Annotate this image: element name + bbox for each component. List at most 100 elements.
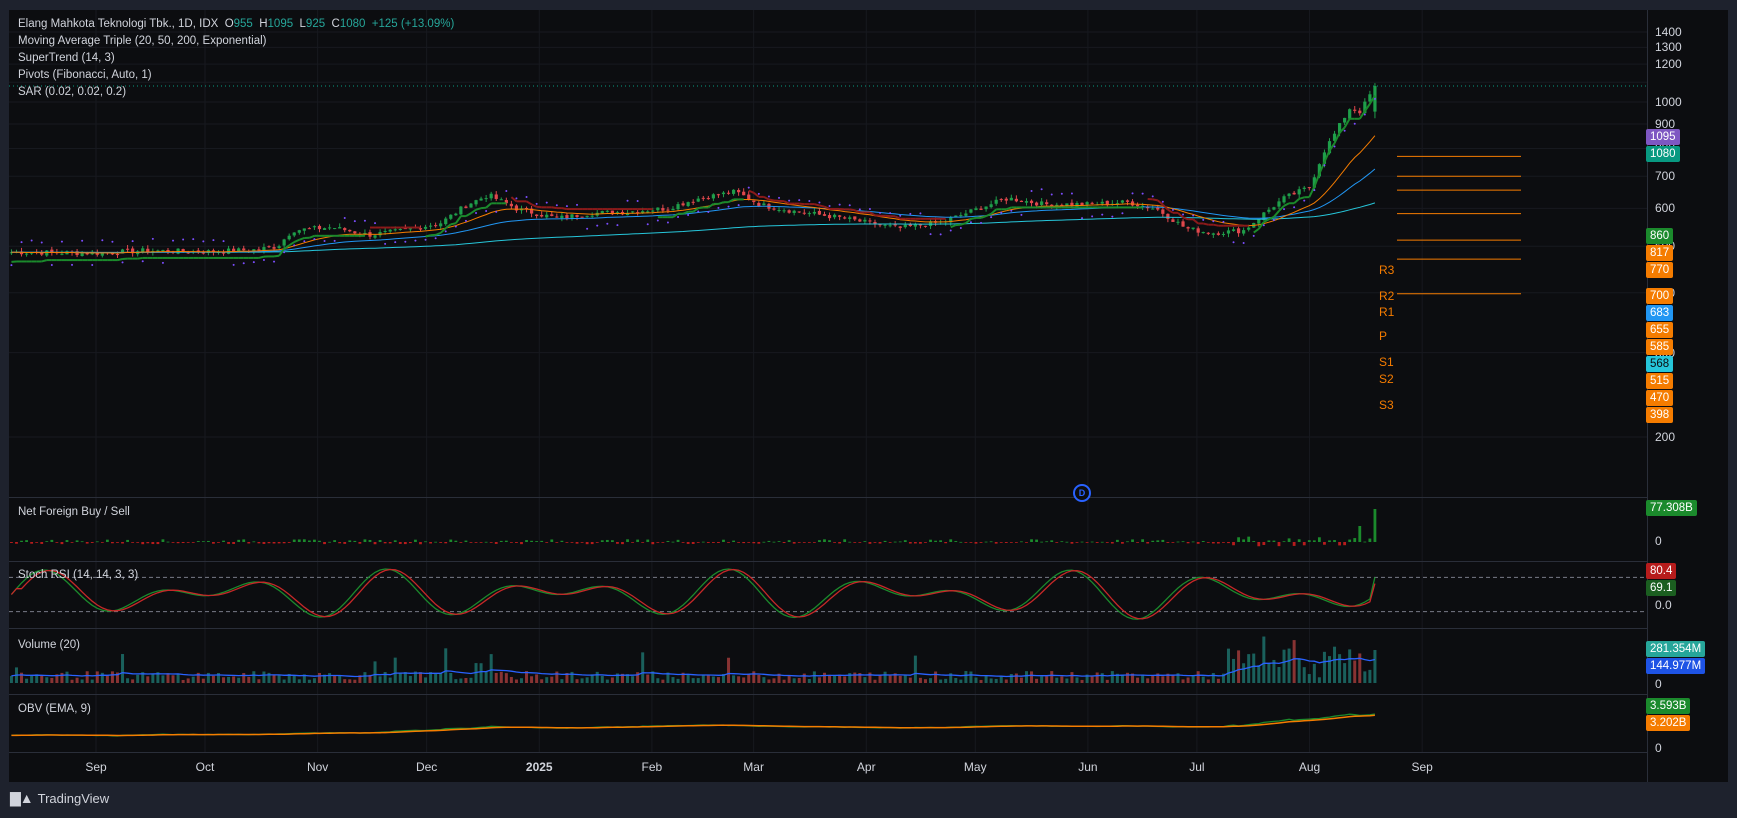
supertrend-segment xyxy=(1308,186,1316,198)
candle-body xyxy=(984,206,988,210)
foreign-flow-bar xyxy=(984,541,988,543)
foreign-flow-bar xyxy=(1040,541,1044,543)
footer-brand[interactable]: ▇▲ TradingView xyxy=(10,790,109,807)
price-tag-r1: 655 xyxy=(1646,322,1674,338)
symbol-legend[interactable]: Elang Mahkota Teknologi Tbk., 1D, IDX O9… xyxy=(18,18,455,30)
volume-bar xyxy=(1232,658,1236,683)
indicator-legend-supertrend[interactable]: SuperTrend (14, 3) xyxy=(18,52,115,64)
candle-body xyxy=(711,194,715,199)
pane-divider[interactable] xyxy=(9,752,1647,753)
indicator-legend-ma[interactable]: Moving Average Triple (20, 50, 200, Expo… xyxy=(18,35,267,47)
volume-bar xyxy=(752,671,756,683)
pane-divider[interactable] xyxy=(9,694,1647,695)
sar-dot xyxy=(868,207,871,210)
sar-dot xyxy=(1020,213,1023,216)
foreign-flow-bar xyxy=(1242,539,1246,542)
pane-divider[interactable] xyxy=(9,561,1647,562)
candle-body xyxy=(858,219,862,222)
price-axis-tick: 200 xyxy=(1655,430,1676,444)
time-axis-tick: Jun xyxy=(1078,760,1098,774)
volume-bar xyxy=(777,673,781,683)
foreign-flow-bar xyxy=(181,542,185,544)
time-axis-tick: Sep xyxy=(85,760,107,774)
sar-dot xyxy=(606,222,609,225)
price-tag-r2: 700 xyxy=(1646,288,1674,304)
foreign-flow-bar xyxy=(974,542,978,544)
foreign-flow-bar xyxy=(232,542,236,544)
chart-canvas[interactable] xyxy=(9,10,1728,782)
sar-dot xyxy=(1232,241,1235,244)
sar-dot xyxy=(404,240,407,243)
foreign-flow-bar xyxy=(560,540,564,542)
foreign-flow-bar xyxy=(1287,538,1291,542)
candle-body xyxy=(1125,200,1130,202)
candle-body xyxy=(853,216,857,220)
foreign-flow-bar xyxy=(873,542,877,543)
volume-bar xyxy=(469,677,473,683)
pane-divider[interactable] xyxy=(9,628,1647,629)
volume-bar xyxy=(1146,678,1150,683)
foreign-flow-bar xyxy=(323,542,326,545)
candle-body xyxy=(716,194,721,196)
foreign-flow-bar xyxy=(575,542,579,544)
candle-body xyxy=(1343,117,1347,123)
candle-body xyxy=(1004,198,1008,201)
candle-body xyxy=(282,239,286,246)
volume-bar xyxy=(1085,674,1089,683)
volume-bar xyxy=(373,661,377,683)
volume-bar xyxy=(585,677,589,683)
volume-bar xyxy=(828,674,832,683)
volume-bar xyxy=(479,663,483,683)
candle-body xyxy=(550,214,554,216)
foreign-flow-bar xyxy=(1216,542,1220,544)
foreign-flow-bar xyxy=(1262,542,1266,545)
foreign-flow-bar xyxy=(60,542,64,545)
sar-dot xyxy=(252,261,255,264)
candle-body xyxy=(1171,219,1175,222)
dividend-event-marker[interactable]: D xyxy=(1073,484,1091,502)
candle-body xyxy=(348,229,352,232)
indicator-legend-pivots[interactable]: Pivots (Fibonacci, Auto, 1) xyxy=(18,69,152,81)
candle-body xyxy=(848,217,852,219)
candle-body xyxy=(868,220,872,222)
volume-bar xyxy=(1191,675,1195,683)
volume-bar xyxy=(1090,676,1094,683)
volume-bar xyxy=(898,675,902,683)
foreign-flow-bar xyxy=(1095,542,1099,543)
sar-dot xyxy=(919,212,922,215)
pane-title-volume[interactable]: Volume (20) xyxy=(18,639,81,651)
pane-title-stoch[interactable]: Stoch RSI (14, 14, 3, 3) xyxy=(18,569,139,581)
candle-body xyxy=(590,215,594,217)
candle-body xyxy=(1292,192,1296,195)
volume-bar xyxy=(312,678,316,683)
pivot-label-s2: S2 xyxy=(1379,372,1394,386)
foreign-flow-bar xyxy=(363,539,367,542)
candle-body xyxy=(287,235,291,240)
pane-title-foreign[interactable]: Net Foreign Buy / Sell xyxy=(18,506,130,518)
volume-bar xyxy=(1343,663,1347,683)
foreign-flow-bar xyxy=(777,541,781,542)
price-axis-tick: 1000 xyxy=(1655,95,1682,110)
candle-body xyxy=(146,248,150,253)
foreign-flow-bar xyxy=(105,539,109,542)
pane-divider[interactable] xyxy=(9,497,1647,498)
candle-body xyxy=(221,252,226,254)
candle-body xyxy=(1327,141,1332,154)
foreign-flow-bar xyxy=(838,542,842,544)
foreign-flow-bar xyxy=(25,540,28,542)
pane-title-obv[interactable]: OBV (EMA, 9) xyxy=(18,703,91,715)
candle-body xyxy=(721,192,726,195)
candle-body xyxy=(1201,231,1205,234)
candle-body xyxy=(1363,101,1367,114)
foreign-flow-bar xyxy=(201,541,205,543)
candle-body xyxy=(504,200,508,204)
foreign-flow-bar xyxy=(1307,540,1311,542)
candle-body xyxy=(580,216,584,218)
candle-body xyxy=(600,211,604,214)
volume-bar xyxy=(1030,671,1034,683)
supertrend-segment xyxy=(283,244,290,250)
chart-frame[interactable]: Elang Mahkota Teknologi Tbk., 1D, IDX O9… xyxy=(9,10,1728,782)
foreign-flow-bar xyxy=(999,542,1003,543)
volume-bar xyxy=(1267,662,1271,683)
indicator-legend-sar[interactable]: SAR (0.02, 0.02, 0.2) xyxy=(18,86,127,98)
